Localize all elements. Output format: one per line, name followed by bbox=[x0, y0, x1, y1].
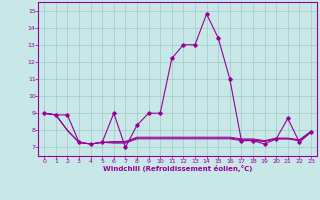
X-axis label: Windchill (Refroidissement éolien,°C): Windchill (Refroidissement éolien,°C) bbox=[103, 165, 252, 172]
